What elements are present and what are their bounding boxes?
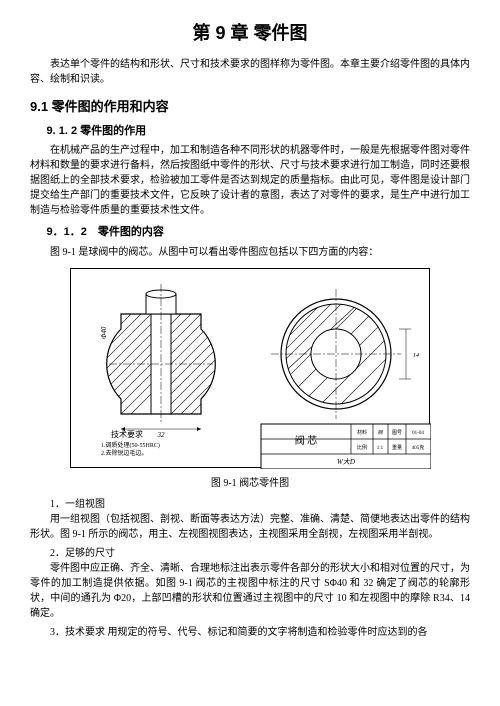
dim-14: 14 — [413, 352, 419, 359]
tech-req-title: 技术要求 — [111, 429, 143, 439]
tech-req-2: 2.去除锐边毛边。 — [101, 449, 148, 457]
dim-32: 32 — [157, 431, 166, 439]
titleblock-part-name: 阀 芯 — [295, 434, 318, 447]
titleblock-dwgno-label: 图号 — [392, 430, 402, 436]
engineering-drawing-svg: 32 Φ40 14 — [71, 269, 431, 469]
item-3-label: 3．技术要求 用规定的符号、代号、标记和简要的文字将制造和检验零件时应达到的各 — [30, 625, 470, 640]
tech-req-1: 1.调质处理(50-55HRC) — [101, 441, 160, 449]
intro-paragraph: 表达单个零件的结构和形状、尺寸和技术要求的图样称为零件图。本章主要介绍零件图的具… — [30, 57, 470, 87]
item-2-text: 零件图中应正确、齐全、清晰、合理地标注出表示零件各部分的形状大小和相对位置的尺寸… — [30, 561, 470, 621]
item-1-text: 用一组视图（包括视图、剖视、断面等表达方法）完整、准确、清楚、简便地表达出零件的… — [30, 512, 470, 542]
section-9-1-2-heading: 9．1．2 零件图的内容 — [30, 224, 470, 241]
para-9-1-2-lead: 图 9-1 是球阀中的阀芯。从图中可以看出零件图应包括以下四方面的内容： — [30, 245, 470, 260]
titleblock-material-label: 材料 — [357, 429, 367, 436]
figure-9-1-drawing: 32 Φ40 14 — [70, 268, 430, 468]
para-9-1-1: 在机械产品的生产过程中，加工和制造各种不同形状的机器零件时，一般是先根据零件图对… — [30, 143, 470, 218]
item-2-label: 2．足够的尺寸 — [30, 546, 470, 561]
figure-9-1-caption: 图 9-1 阀芯零件图 — [30, 476, 470, 491]
titleblock-scale: 1:1 — [377, 446, 384, 451]
titleblock-weight: 405克 — [412, 445, 425, 451]
section-9-1-heading: 9.1 零件图的作用和内容 — [30, 97, 470, 117]
titleblock-weight-label: 重量 — [392, 444, 402, 451]
titleblock-dwgno: 01-04 — [412, 431, 424, 436]
titleblock-scale-label: 比例 — [357, 444, 367, 451]
item-1-label: 1．一组视图 — [30, 497, 470, 512]
titleblock-school: W大D — [337, 458, 355, 466]
section-9-1-1-heading: 9. 1. 2 零件图的作用 — [30, 123, 470, 140]
dim-sphi40: Φ40 — [100, 326, 108, 339]
chapter-title: 第 9 章 零件图 — [30, 20, 470, 47]
